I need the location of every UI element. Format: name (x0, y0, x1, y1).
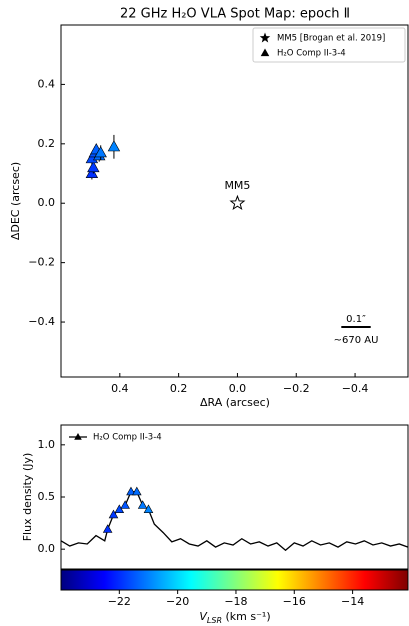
y-tick-label: −0.2 (28, 256, 55, 269)
triangle-marker (114, 504, 125, 513)
legend-box (252, 27, 406, 63)
triangle-marker (120, 500, 130, 509)
point-label: MM5 (224, 179, 250, 192)
y-axis-label: Flux density (Jy) (21, 453, 34, 542)
colorbar (60, 569, 409, 591)
scale-label: 0.1″ (346, 314, 366, 325)
triangle-marker (126, 486, 136, 496)
colorbar-label: VLSR (km s⁻¹) (199, 610, 270, 625)
y-tick-label: 0.0 (38, 196, 56, 209)
triangle-marker (94, 146, 107, 158)
x-tick-label: −16 (283, 595, 306, 608)
x-tick-label: −20 (166, 595, 189, 608)
triangle-marker (143, 504, 154, 513)
triangle-marker (85, 166, 99, 179)
triangle-marker (132, 486, 142, 496)
y-tick-label: 0.5 (38, 490, 56, 503)
chart-title: 22 GHz H₂O VLA Spot Map: epoch Ⅱ (120, 7, 350, 22)
unit: (km s⁻¹) (222, 610, 271, 623)
legend-marker (259, 32, 271, 43)
x-tick-label: −22 (108, 595, 131, 608)
x-tick-label: 0.4 (111, 382, 129, 395)
y-tick-label: 1.0 (38, 438, 56, 451)
x-tick-label: −0.2 (283, 382, 310, 395)
subscript: LSR (207, 616, 222, 625)
symbol: V (199, 610, 208, 623)
x-tick-label: 0.2 (170, 382, 188, 395)
legend-marker (260, 48, 270, 57)
spectrum-line (60, 491, 409, 552)
x-tick-label: −14 (341, 595, 364, 608)
x-axis-label: ΔRA (arcsec) (200, 396, 270, 409)
y-tick-label: 0.4 (38, 77, 56, 90)
legend-label: H₂O Comp II-3-4 (93, 433, 162, 443)
y-tick-label: −0.4 (28, 315, 55, 328)
legend: MM5 [Brogan et al. 2019] H₂O Comp II-3-4 (252, 27, 406, 63)
plot-area (60, 424, 409, 570)
scale-sublabel: ~670 AU (334, 335, 379, 346)
triangle-marker (107, 140, 121, 152)
triangle-marker (108, 509, 119, 519)
triangle-marker (137, 500, 148, 509)
x-tick-label: −0.4 (342, 382, 369, 395)
legend-label: H₂O Comp II-3-4 (277, 49, 346, 59)
legend-label: MM5 [Brogan et al. 2019] (277, 34, 385, 44)
star-marker (229, 194, 246, 211)
legend-marker (74, 433, 82, 440)
triangle-marker (102, 524, 113, 533)
triangle-marker (87, 160, 100, 173)
x-tick-label: 0.0 (229, 382, 247, 395)
plot-area (60, 24, 409, 378)
y-tick-label: 0.2 (38, 137, 56, 150)
x-tick-label: −18 (224, 595, 247, 608)
y-axis-label: ΔDEC (arcsec) (9, 162, 22, 240)
y-tick-label: 0.0 (38, 542, 56, 555)
